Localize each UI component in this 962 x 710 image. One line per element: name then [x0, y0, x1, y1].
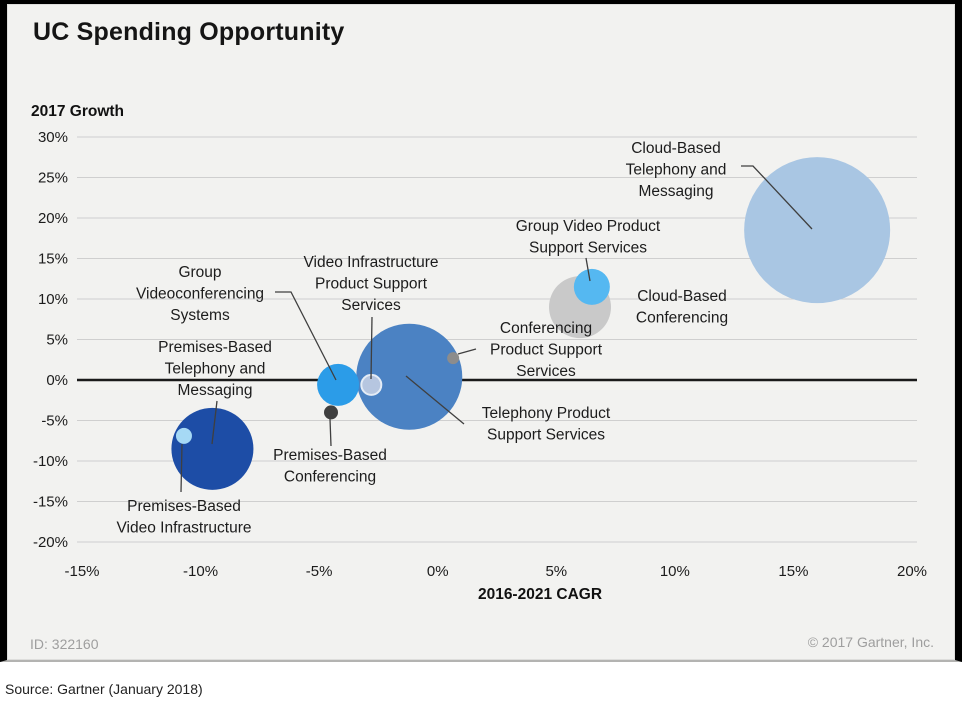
- label-group-video-product-support-services: Group Video Product Support Services: [516, 218, 661, 257]
- leader-line-video-infrastructure-product-support-services: [370, 316, 373, 380]
- y-tick-label: -15%: [33, 494, 68, 511]
- y-tick-label: 0%: [46, 372, 68, 389]
- x-tick-label: -10%: [183, 563, 218, 580]
- x-tick-label: 20%: [897, 563, 927, 580]
- y-tick-label: -20%: [33, 534, 68, 551]
- bubble-chart-plot: 30%25%20%15%10%5%0%-5%-10%-15%-20%-15% -1…: [31, 103, 927, 603]
- label-premises-based-video-infrastructure: Premises-Based Video Infrastructure: [117, 498, 252, 537]
- leader-line-premises-based-video-infrastructure: [180, 443, 183, 493]
- x-axis-ticks: -15% -10% -5% 0% 5% 10% 15% 20%: [64, 563, 927, 580]
- label-cloud-based-telephony-and-messaging: Cloud-Based Telephony and Messaging: [626, 140, 727, 200]
- y-tick-label: -10%: [33, 453, 68, 470]
- bubble-conferencing-product-support-services: [447, 352, 460, 365]
- source-note: Source: Gartner (January 2018): [5, 681, 203, 697]
- bubbles: [171, 157, 891, 490]
- bubble-group-videoconferencing-systems: [317, 363, 360, 406]
- bubble-premises-based-video-infrastructure: [175, 427, 192, 444]
- y-tick-label: 30%: [38, 129, 68, 146]
- copyright-notice: © 2017 Gartner, Inc.: [807, 634, 934, 650]
- leader-line-premises-based-conferencing: [329, 418, 332, 447]
- label-telephony-product-support-services: Telephony Product Support Services: [482, 405, 611, 444]
- y-tick-label: 15%: [38, 251, 68, 268]
- x-tick-label: -15%: [64, 563, 99, 580]
- leader-line-group-videoconferencing-systems: [275, 291, 337, 381]
- chart-title: UC Spending Opportunity: [33, 18, 345, 46]
- label-group-videoconferencing-systems: Group Videoconferencing Systems: [136, 264, 264, 324]
- leader-line-telephony-product-support-services: [405, 375, 465, 425]
- label-premises-based-conferencing: Premises-Based Conferencing: [273, 447, 387, 486]
- leader-line-group-video-product-support-services: [585, 257, 591, 282]
- x-tick-label: -5%: [306, 563, 333, 580]
- bubble-group-video-product-support-services: [573, 268, 610, 305]
- y-tick-label: -5%: [41, 413, 68, 430]
- y-tick-label: 5%: [46, 332, 68, 349]
- x-tick-label: 10%: [660, 563, 690, 580]
- leader-line-conferencing-product-support-services: [457, 348, 477, 355]
- leader-line-cloud-based-telephony-and-messaging: [741, 165, 813, 230]
- label-cloud-based-conferencing: Cloud-Based Conferencing: [636, 288, 728, 327]
- bubble-labels: Cloud-Based Telephony and Messaging Cloud-B…: [117, 140, 813, 537]
- y-tick-label: 20%: [38, 210, 68, 227]
- leader-line-premises-based-telephony-and-messaging: [211, 400, 218, 445]
- y-tick-label: 25%: [38, 170, 68, 187]
- label-video-infrastructure-product-support-services: Video Infrastructure Product Support Servi…: [304, 254, 439, 314]
- chart-frame: [0, 0, 962, 662]
- report-id: ID: 322160: [30, 636, 99, 652]
- x-axis-title: 2016-2021 CAGR: [478, 586, 602, 603]
- x-tick-label: 15%: [778, 563, 808, 580]
- bubble-premises-based-telephony-and-messaging: [171, 407, 254, 490]
- gridlines: [77, 136, 917, 543]
- label-conferencing-product-support-services: Conferencing Product Support Services: [490, 320, 603, 380]
- y-axis-ticks: 30% 25% 20% 15% 10% 5% 0% -5% -10% -15% -20%: [33, 129, 68, 551]
- x-tick-label: 0%: [427, 563, 449, 580]
- y-tick-label: 10%: [38, 291, 68, 308]
- bubble-cloud-based-telephony-and-messaging: [744, 157, 891, 304]
- x-tick-label: 5%: [545, 563, 567, 580]
- bubble-premises-based-conferencing: [324, 405, 338, 420]
- label-premises-based-telephony-and-messaging: Premises-Based Telephony and Messaging: [158, 339, 272, 399]
- y-axis-title: 2017 Growth: [31, 103, 124, 120]
- bubble-telephony-product-support-services: [356, 323, 463, 430]
